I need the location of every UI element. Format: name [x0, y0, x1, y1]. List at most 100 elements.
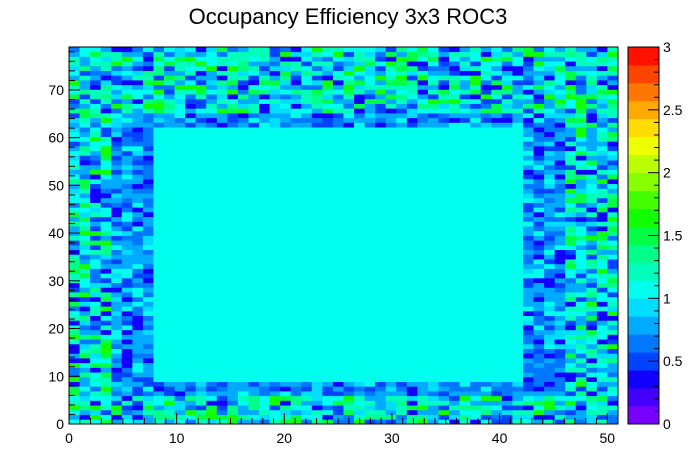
heatmap-cell [111, 193, 123, 199]
heatmap-cell [206, 296, 218, 302]
heatmap-cell [607, 273, 619, 279]
heatmap-cell [269, 56, 281, 62]
heatmap-cell [354, 325, 366, 331]
heatmap-cell [259, 193, 270, 199]
heatmap-cell [290, 414, 302, 420]
heatmap-cell [491, 169, 503, 175]
heatmap-cell [575, 244, 587, 251]
heatmap-cell [396, 405, 408, 411]
heatmap-cell [343, 56, 355, 62]
heatmap-cell [216, 386, 228, 392]
heatmap-cell [206, 84, 218, 90]
heatmap-cell [449, 268, 461, 274]
heatmap-cell [79, 414, 91, 420]
heatmap-cell [417, 325, 429, 331]
heatmap-cell [153, 51, 165, 57]
heatmap-cell [174, 70, 186, 76]
heatmap-cell [185, 343, 197, 349]
heatmap-cell [575, 254, 587, 260]
heatmap-cell [385, 391, 397, 397]
heatmap-cell [206, 164, 218, 170]
heatmap-cell [121, 216, 133, 222]
heatmap-cell [322, 136, 334, 142]
heatmap-cell [480, 343, 492, 349]
heatmap-cell [332, 353, 344, 359]
heatmap-cell [142, 61, 154, 67]
heatmap-cell [501, 221, 513, 227]
heatmap-cell [290, 141, 302, 147]
heatmap-cell [111, 310, 123, 317]
heatmap-cell [237, 343, 249, 349]
heatmap-cell [111, 259, 123, 265]
heatmap-cell [586, 174, 598, 180]
heatmap-cell [216, 178, 228, 185]
heatmap-cell [142, 207, 154, 213]
heatmap-cell [565, 178, 577, 185]
heatmap-cell [311, 277, 323, 284]
heatmap-cell [470, 301, 482, 307]
heatmap-cell [100, 230, 112, 236]
heatmap-cell [491, 306, 503, 312]
heatmap-cell [153, 329, 165, 335]
heatmap-cell [322, 376, 334, 382]
heatmap-cell [438, 70, 450, 76]
heatmap-cell [406, 89, 418, 95]
heatmap-cell [269, 164, 281, 170]
heatmap-cell [417, 230, 429, 236]
heatmap-cell [322, 259, 334, 265]
heatmap-cell [290, 202, 302, 208]
heatmap-cell [142, 65, 154, 71]
heatmap-cell [480, 386, 492, 392]
heatmap-cell [480, 376, 492, 382]
heatmap-cell [280, 358, 292, 364]
heatmap-cell [269, 334, 281, 340]
heatmap-cell [406, 391, 418, 397]
heatmap-cell [438, 183, 450, 189]
heatmap-cell [174, 277, 186, 284]
heatmap-cell [290, 164, 302, 170]
heatmap-cell [459, 117, 471, 123]
heatmap-cell [417, 334, 429, 340]
heatmap-cell [449, 183, 461, 189]
heatmap-cell [512, 174, 524, 180]
heatmap-cell [311, 339, 323, 345]
heatmap-cell [417, 343, 429, 349]
heatmap-cell [343, 164, 355, 170]
heatmap-cell [480, 353, 492, 359]
heatmap-cell [575, 268, 587, 274]
heatmap-cell [607, 259, 619, 265]
heatmap-cell [522, 141, 534, 147]
heatmap-cell [311, 310, 323, 317]
heatmap-cell [554, 183, 566, 189]
heatmap-cell [195, 169, 207, 175]
heatmap-cell [79, 207, 91, 213]
heatmap-cell [480, 273, 492, 279]
heatmap-cell [259, 178, 270, 185]
x-tick-label: 10 [169, 430, 185, 446]
heatmap-cell [269, 84, 281, 90]
heatmap-cell [512, 164, 524, 170]
heatmap-cell [459, 65, 471, 71]
heatmap-cell [449, 164, 461, 170]
heatmap-cell [364, 103, 376, 109]
heatmap-cell [237, 414, 249, 420]
heatmap-cell [522, 334, 534, 340]
heatmap-cell [533, 277, 545, 284]
heatmap-cell [522, 409, 534, 415]
heatmap-cell [385, 268, 397, 274]
heatmap-cell [565, 197, 577, 203]
heatmap-cell [322, 47, 334, 53]
heatmap-cell [142, 386, 154, 392]
heatmap-cell [185, 211, 197, 218]
heatmap-cell [132, 183, 144, 189]
heatmap-cell [449, 108, 461, 114]
heatmap-cell [396, 315, 408, 321]
heatmap-cell [385, 51, 397, 57]
heatmap-cell [259, 141, 270, 147]
heatmap-cell [565, 103, 577, 109]
heatmap-cell [90, 301, 102, 307]
heatmap-cell [480, 226, 492, 232]
heatmap-cell [438, 376, 450, 382]
heatmap-cell [596, 414, 608, 420]
heatmap-cell [259, 268, 270, 274]
